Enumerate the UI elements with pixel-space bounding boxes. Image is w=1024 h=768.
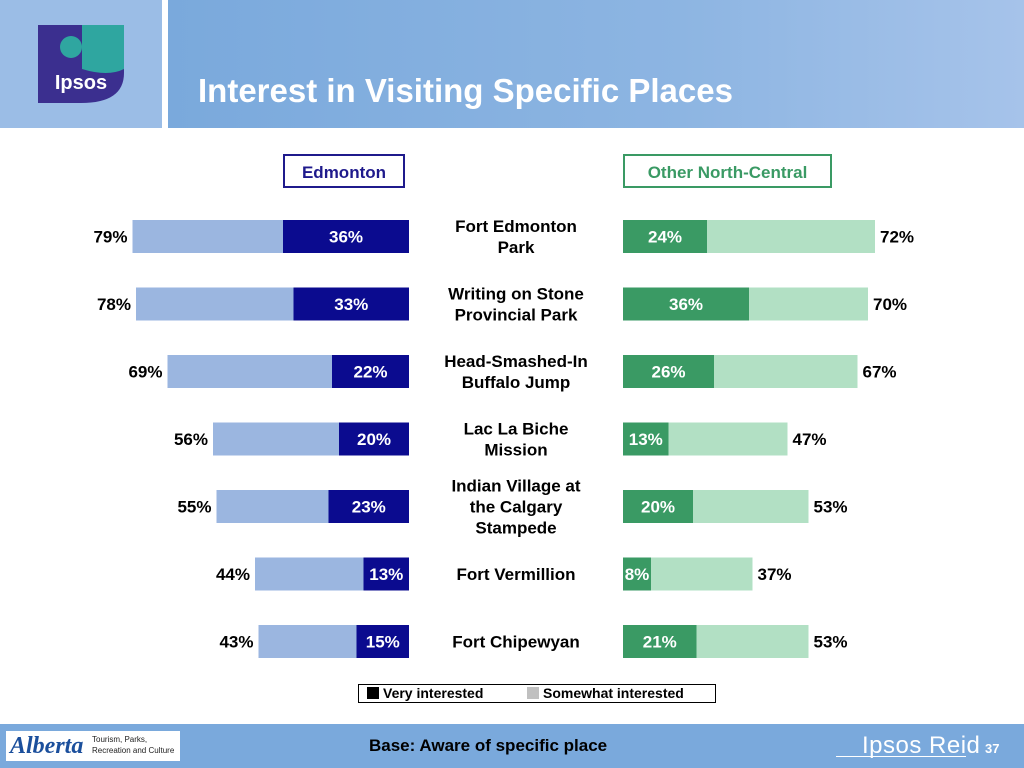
bar-onc-very (623, 287, 749, 321)
label-edmonton-total: 44% (216, 565, 250, 584)
bar-onc-very (623, 355, 714, 388)
bar-edmonton-very (332, 355, 409, 388)
category-label-line: Mission (484, 441, 547, 460)
bar-onc-somewhat (714, 355, 858, 388)
bar-onc-very (623, 490, 693, 523)
page-number: 37 (985, 741, 1000, 756)
label-onc-total: 67% (863, 363, 897, 382)
bar-edmonton-very (339, 422, 409, 456)
category-label-line: Provincial Park (455, 306, 578, 325)
category-label: Indian Village at the Calgary Stampede (451, 477, 580, 538)
region-label-edmonton: Edmonton (283, 154, 405, 188)
label-onc-very: 24% (648, 228, 682, 247)
label-onc-total: 70% (873, 295, 907, 314)
label-edmonton-total: 55% (177, 498, 211, 517)
label-onc-total: 53% (814, 498, 848, 517)
category-label: Lac La Biche Mission (464, 420, 569, 460)
bar-onc-very (623, 557, 651, 591)
label-edmonton-very: 20% (357, 430, 391, 449)
label-edmonton-very: 15% (366, 633, 400, 652)
legend-label-somewhat: Somewhat interested (543, 685, 684, 701)
bar-edmonton-somewhat (216, 490, 329, 523)
bar-onc-somewhat (693, 490, 809, 523)
category-label: Writing on Stone Provincial Park (448, 285, 584, 325)
label-onc-very: 20% (641, 498, 675, 517)
bar-edmonton-very (293, 287, 409, 321)
bar-onc-very (623, 625, 697, 658)
category-label-line: Head-Smashed-In (444, 352, 588, 371)
chart-legend: Very interested Somewhat interested (358, 684, 716, 703)
category-label: Fort Edmonton Park (455, 217, 577, 257)
label-edmonton-very: 36% (329, 228, 363, 247)
bar-onc-somewhat (651, 557, 753, 591)
bar-edmonton-very (328, 490, 409, 523)
ipsos-reid-underline (836, 756, 966, 757)
category-label-line: Lac La Biche (464, 420, 569, 439)
ipsos-logo-text: Ipsos (55, 72, 107, 94)
category-label-line: the Calgary (470, 498, 563, 517)
bar-edmonton-very (363, 557, 409, 591)
category-label-line: Park (498, 238, 535, 257)
bar-edmonton-very (283, 220, 409, 253)
base-note: Base: Aware of specific place (369, 736, 608, 755)
bar-onc-somewhat (668, 422, 788, 456)
label-edmonton-total: 79% (93, 228, 127, 247)
bar-onc-very (623, 422, 669, 456)
label-edmonton-total: 69% (128, 363, 162, 382)
bar-onc-somewhat (707, 220, 875, 253)
ipsos-logo: Ipsos (38, 25, 124, 103)
label-onc-very: 26% (651, 363, 685, 382)
bar-edmonton-somewhat (167, 355, 332, 388)
label-edmonton-very: 13% (369, 565, 403, 584)
label-onc-total: 53% (814, 633, 848, 652)
label-onc-very: 21% (643, 633, 677, 652)
label-edmonton-total: 43% (219, 633, 253, 652)
legend-swatch-somewhat (527, 687, 539, 699)
bar-onc-somewhat (749, 287, 868, 321)
bar-edmonton-somewhat (132, 220, 283, 253)
bar-edmonton-somewhat (136, 287, 294, 321)
label-edmonton-total: 78% (97, 295, 131, 314)
legend-item-very: Very interested (367, 685, 483, 702)
label-onc-total: 37% (758, 565, 792, 584)
label-onc-total: 72% (880, 228, 914, 247)
bar-edmonton-somewhat (258, 625, 357, 658)
legend-item-somewhat: Somewhat interested (527, 685, 684, 702)
category-label: Fort Chipewyan (452, 633, 580, 652)
category-label-line: Fort Vermillion (456, 565, 575, 584)
label-onc-very: 36% (669, 295, 703, 314)
category-label-line: Buffalo Jump (462, 373, 571, 392)
legend-label-very: Very interested (383, 685, 484, 701)
bar-onc-very (623, 220, 707, 253)
bar-edmonton-very (356, 625, 409, 658)
category-label-line: Stampede (475, 519, 556, 538)
alberta-logo: Alberta Tourism, Parks, Recreation and C… (6, 731, 180, 761)
alberta-logo-word: Alberta (10, 733, 84, 759)
alberta-logo-dept: Tourism, Parks, Recreation and Culture (92, 735, 175, 755)
label-onc-very: 8% (625, 565, 650, 584)
label-edmonton-very: 33% (334, 295, 368, 314)
label-onc-total: 47% (793, 430, 827, 449)
category-label: Fort Vermillion (456, 565, 575, 584)
label-edmonton-very: 22% (353, 363, 387, 382)
label-onc-very: 13% (629, 430, 663, 449)
category-label-line: Indian Village at (451, 477, 580, 496)
ipsos-reid-logo: Ipsos Reid (862, 732, 981, 759)
category-label: Head-Smashed-In Buffalo Jump (444, 352, 588, 392)
slide-title: Interest in Visiting Specific Places (198, 72, 733, 109)
label-edmonton-very: 23% (352, 498, 386, 517)
bar-onc-somewhat (696, 625, 809, 658)
category-label-line: Writing on Stone (448, 285, 584, 304)
legend-swatch-very (367, 687, 379, 699)
label-edmonton-total: 56% (174, 430, 208, 449)
header-title-panel (168, 0, 1024, 128)
category-label-line: Fort Edmonton (455, 217, 577, 236)
category-label-line: Fort Chipewyan (452, 633, 580, 652)
bar-edmonton-somewhat (255, 557, 364, 591)
bar-edmonton-somewhat (213, 422, 339, 456)
region-label-other-north-central: Other North-Central (623, 154, 832, 188)
